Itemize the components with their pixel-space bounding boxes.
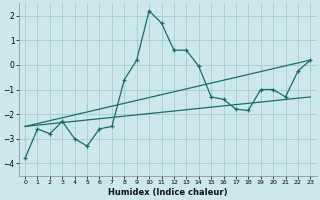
X-axis label: Humidex (Indice chaleur): Humidex (Indice chaleur) xyxy=(108,188,228,197)
